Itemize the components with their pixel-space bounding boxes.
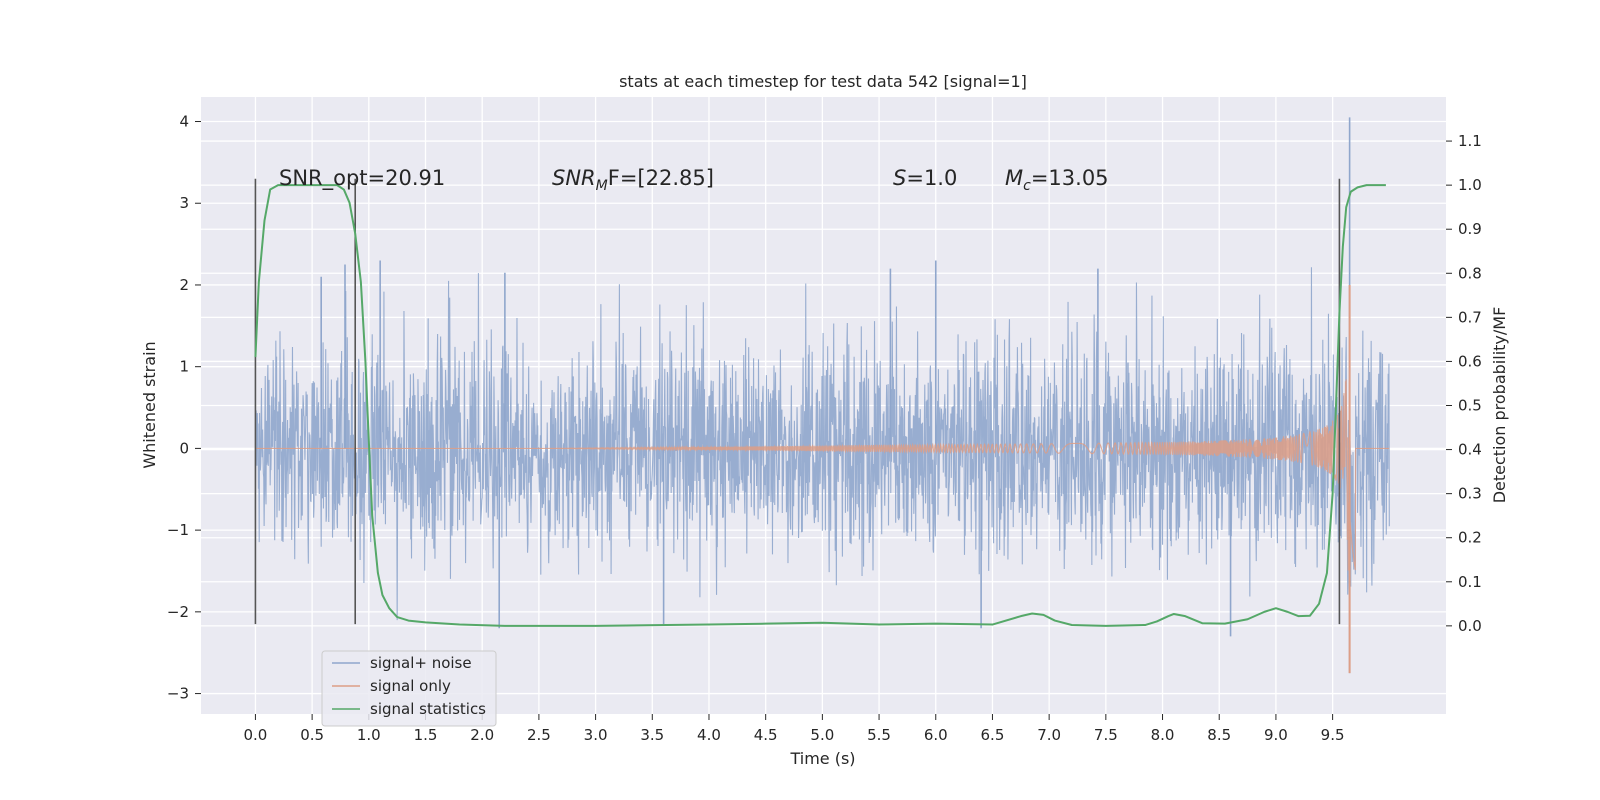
signal-statistics-line: [254, 184, 1386, 627]
y-axis-right-ticks: 0.0 0.1 0.2 0.3 0.4 0.5 0.6 0.7 0.8 0.9 1.0 1.1: [1446, 132, 1482, 635]
x-tick-label: 3.0: [584, 726, 608, 744]
y-right-tick-label: 0.4: [1458, 441, 1482, 459]
y-tick-label: 0: [179, 439, 189, 457]
x-tick-label: 6.0: [924, 726, 948, 744]
x-tick-label: 1.0: [357, 726, 381, 744]
y-right-tick-label: 1.1: [1458, 132, 1482, 150]
x-tick-label: 0.0: [243, 726, 267, 744]
x-axis-ticks: 0.0 0.5 1.0 1.5 2.0 2.5 3.0 3.5 4.0 4.5 5.0 5.5 6.0 6…: [243, 714, 1345, 744]
x-tick-label: 0.5: [300, 726, 324, 744]
x-tick-label: 4.0: [697, 726, 721, 744]
series-signal-noise: [254, 117, 1390, 674]
annotation-s-val: =1.0: [906, 166, 957, 190]
y-tick-label: −2: [167, 603, 189, 621]
annotation-snr-mf: SNRMF=[22.85]: [552, 166, 714, 194]
legend-label-signal-noise: signal+ noise: [370, 654, 472, 672]
y-tick-label: −3: [167, 685, 189, 703]
chart-title: stats at each timestep for test data 542…: [619, 72, 1027, 91]
annotation-snr-mf-rest: F=[22.85]: [608, 166, 714, 190]
x-tick-label: 6.5: [981, 726, 1005, 744]
grid: [201, 97, 1446, 714]
y-axis-ticks: −3 −2 −1 0 1 2 3 4: [167, 113, 201, 703]
x-tick-label: 7.5: [1094, 726, 1118, 744]
x-tick-label: 7.0: [1037, 726, 1061, 744]
y-tick-label: 4: [179, 113, 189, 131]
annotation-mc: Mc=13.05: [1005, 166, 1109, 194]
annotation-mc-sub: c: [1023, 178, 1031, 194]
x-tick-label: 4.5: [754, 726, 778, 744]
y-right-tick-label: 0.8: [1458, 264, 1482, 282]
y-right-tick-label: 0.7: [1458, 308, 1482, 326]
series-signal-only: [255, 284, 1390, 674]
x-tick-label: 5.0: [810, 726, 834, 744]
x-axis-label: Time (s): [789, 749, 855, 768]
legend: signal+ noise signal only signal statist…: [321, 650, 497, 727]
y-right-tick-label: 0.5: [1458, 397, 1482, 415]
legend-label-signal-statistics: signal statistics: [370, 700, 486, 718]
y-tick-label: 3: [179, 194, 189, 212]
x-tick-label: 3.5: [640, 726, 664, 744]
y-right-tick-label: 0.9: [1458, 220, 1482, 238]
annotation-snr-opt: SNR_opt=20.91: [279, 166, 445, 191]
signal-only-line: [255, 379, 1390, 571]
y-right-tick-label: 0.0: [1458, 617, 1482, 635]
x-tick-label: 8.0: [1151, 726, 1175, 744]
annotation-snr-mf-sub: M: [596, 178, 608, 194]
x-tick-label: 5.5: [867, 726, 891, 744]
y-tick-label: 1: [179, 358, 189, 376]
series-signal-statistics: [254, 184, 1386, 627]
y-tick-label: 2: [179, 276, 189, 294]
x-tick-label: 8.5: [1207, 726, 1231, 744]
y-right-tick-label: 0.3: [1458, 485, 1482, 503]
x-tick-label: 2.0: [470, 726, 494, 744]
x-tick-label: 9.0: [1264, 726, 1288, 744]
y-right-tick-label: 1.0: [1458, 176, 1482, 194]
y-right-tick-label: 0.1: [1458, 573, 1482, 591]
annotation-s-var: S: [893, 166, 906, 190]
y-right-tick-label: 0.6: [1458, 352, 1482, 370]
y-right-tick-label: 0.2: [1458, 529, 1482, 547]
y-tick-label: −1: [167, 521, 189, 539]
annotation-mc-base: M: [1005, 166, 1023, 190]
legend-frame: [321, 650, 497, 727]
y-axis-right-label: Detection probability/MF: [1490, 307, 1509, 504]
x-tick-label: 2.5: [527, 726, 551, 744]
annotation-mc-val: =13.05: [1031, 166, 1109, 190]
x-tick-label: 1.5: [414, 726, 438, 744]
annotation-snr-mf-base: SNR: [552, 166, 596, 190]
detection-markers: [254, 178, 1341, 625]
y-axis-label: Whitened strain: [140, 341, 159, 468]
annotation-s: S=1.0: [893, 166, 957, 190]
legend-label-signal-only: signal only: [370, 677, 451, 695]
x-tick-label: 9.5: [1321, 726, 1345, 744]
signal-noise-line: [254, 267, 1390, 621]
